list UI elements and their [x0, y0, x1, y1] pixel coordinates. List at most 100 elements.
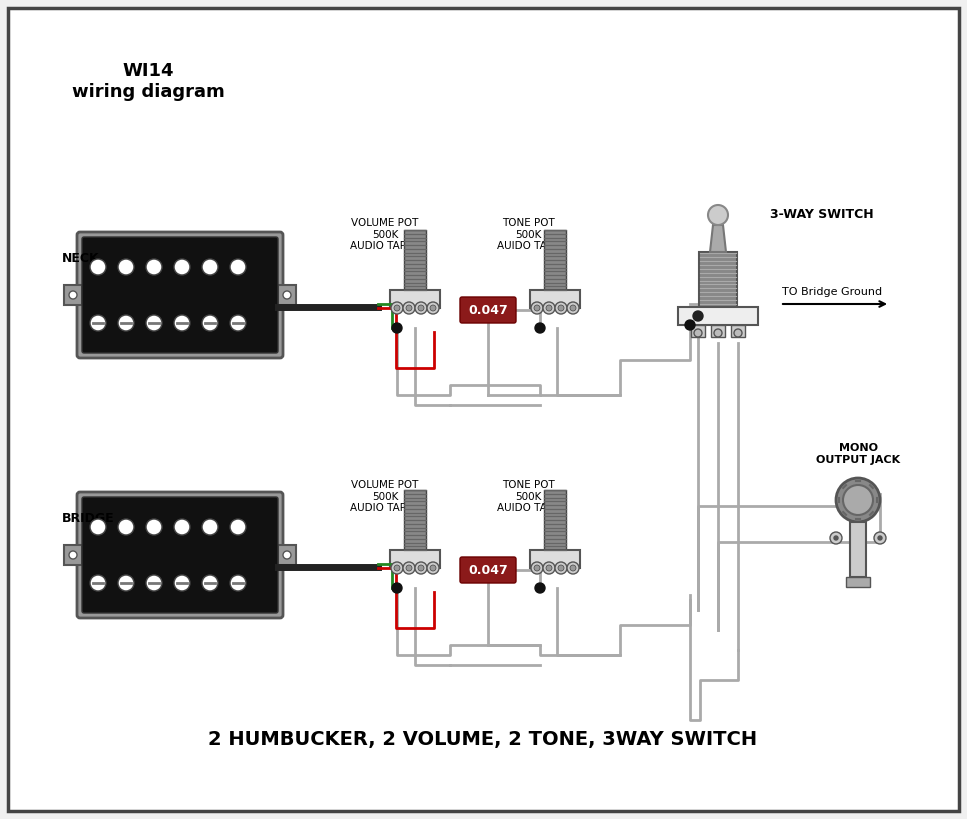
FancyBboxPatch shape — [82, 497, 278, 613]
FancyBboxPatch shape — [460, 557, 516, 583]
Bar — [278, 545, 296, 565]
Circle shape — [567, 562, 579, 574]
Circle shape — [878, 536, 882, 540]
Circle shape — [403, 302, 415, 314]
Circle shape — [427, 562, 439, 574]
Circle shape — [874, 532, 886, 544]
Circle shape — [834, 536, 838, 540]
Circle shape — [430, 565, 436, 571]
Polygon shape — [710, 225, 726, 252]
Circle shape — [394, 565, 400, 571]
Circle shape — [535, 583, 545, 593]
Circle shape — [283, 551, 291, 559]
Circle shape — [570, 305, 576, 311]
Circle shape — [734, 329, 742, 337]
FancyBboxPatch shape — [77, 492, 283, 618]
FancyBboxPatch shape — [460, 297, 516, 323]
Circle shape — [406, 305, 412, 311]
Circle shape — [531, 562, 543, 574]
Circle shape — [546, 565, 552, 571]
Circle shape — [174, 519, 190, 535]
Circle shape — [174, 315, 190, 331]
Bar — [544, 230, 566, 290]
Bar — [64, 545, 82, 565]
Circle shape — [570, 565, 576, 571]
Circle shape — [543, 302, 555, 314]
Circle shape — [415, 562, 427, 574]
Bar — [530, 290, 580, 308]
Circle shape — [694, 329, 702, 337]
Circle shape — [534, 305, 540, 311]
Circle shape — [558, 565, 564, 571]
Circle shape — [567, 302, 579, 314]
Circle shape — [391, 562, 403, 574]
Circle shape — [531, 302, 543, 314]
Circle shape — [230, 575, 246, 591]
Bar — [711, 325, 725, 337]
Bar — [530, 550, 580, 568]
Circle shape — [685, 320, 695, 330]
Circle shape — [392, 323, 402, 333]
Circle shape — [90, 519, 106, 535]
Circle shape — [230, 519, 246, 535]
Bar — [699, 252, 737, 307]
Circle shape — [430, 305, 436, 311]
Circle shape — [146, 575, 162, 591]
Circle shape — [394, 305, 400, 311]
Bar — [678, 307, 758, 325]
Circle shape — [714, 329, 722, 337]
Text: VOLUME POT
500K
AUDIO TAPER: VOLUME POT 500K AUDIO TAPER — [350, 480, 420, 514]
Circle shape — [202, 315, 218, 331]
Text: WI14
wiring diagram: WI14 wiring diagram — [72, 62, 224, 101]
Circle shape — [202, 519, 218, 535]
Text: 0.047: 0.047 — [468, 304, 508, 316]
Bar — [846, 577, 870, 587]
Circle shape — [555, 562, 567, 574]
Circle shape — [392, 583, 402, 593]
Circle shape — [418, 565, 424, 571]
Text: BRIDGE: BRIDGE — [62, 512, 115, 524]
Bar — [544, 490, 566, 550]
Circle shape — [415, 302, 427, 314]
Circle shape — [146, 259, 162, 275]
Circle shape — [534, 565, 540, 571]
Circle shape — [202, 259, 218, 275]
Bar — [390, 290, 440, 308]
Circle shape — [230, 259, 246, 275]
Text: 2 HUMBUCKER, 2 VOLUME, 2 TONE, 3WAY SWITCH: 2 HUMBUCKER, 2 VOLUME, 2 TONE, 3WAY SWIT… — [209, 731, 757, 749]
Text: VOLUME POT
500K
AUDIO TAPER: VOLUME POT 500K AUDIO TAPER — [350, 218, 420, 251]
Circle shape — [90, 315, 106, 331]
Circle shape — [418, 305, 424, 311]
Circle shape — [174, 259, 190, 275]
Bar — [404, 490, 426, 550]
FancyBboxPatch shape — [82, 237, 278, 353]
Circle shape — [555, 302, 567, 314]
Circle shape — [69, 551, 77, 559]
Circle shape — [118, 519, 134, 535]
Text: TONE POT
500K
AUIDO TAPE: TONE POT 500K AUIDO TAPE — [497, 480, 559, 514]
Circle shape — [830, 532, 842, 544]
Bar — [278, 285, 296, 305]
Circle shape — [543, 562, 555, 574]
Text: 3-WAY SWITCH: 3-WAY SWITCH — [770, 209, 873, 221]
Bar — [691, 325, 705, 337]
Text: MONO
OUTPUT JACK: MONO OUTPUT JACK — [816, 443, 900, 465]
Circle shape — [146, 315, 162, 331]
Circle shape — [146, 519, 162, 535]
Circle shape — [283, 291, 291, 299]
Bar — [731, 325, 745, 337]
Circle shape — [843, 485, 873, 515]
Circle shape — [406, 565, 412, 571]
Circle shape — [90, 575, 106, 591]
Circle shape — [118, 315, 134, 331]
Circle shape — [118, 259, 134, 275]
FancyBboxPatch shape — [77, 232, 283, 358]
Circle shape — [403, 562, 415, 574]
Circle shape — [202, 575, 218, 591]
Circle shape — [546, 305, 552, 311]
Circle shape — [535, 323, 545, 333]
Circle shape — [230, 315, 246, 331]
Circle shape — [558, 305, 564, 311]
Text: TONE POT
500K
AUIDO TAPE: TONE POT 500K AUIDO TAPE — [497, 218, 559, 251]
Circle shape — [836, 478, 880, 522]
